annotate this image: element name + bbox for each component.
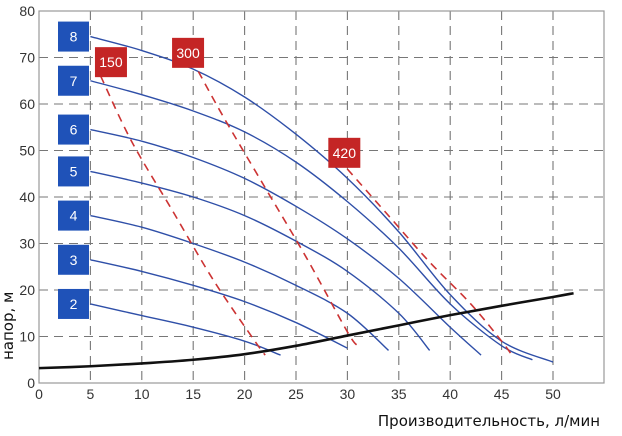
y-tick-label: 30 — [19, 236, 35, 252]
pump-curve-3 — [90, 259, 348, 349]
efficiency-label-420: 420 — [328, 137, 361, 168]
efficiency-label-300: 300 — [172, 37, 205, 68]
x-axis-title: Производительность, л/мин — [378, 412, 600, 430]
x-tick-label: 5 — [87, 386, 95, 402]
x-tick-label: 10 — [134, 386, 150, 402]
series-lines — [38, 35, 574, 370]
x-tick-label: 45 — [494, 386, 510, 402]
stage-label-4: 4 — [58, 200, 89, 231]
stage-label-7: 7 — [58, 65, 89, 96]
efficiency-line-150 — [99, 75, 266, 356]
pump-curve-8 — [90, 35, 554, 363]
x-axis-ticks: 0 5 10 15 20 25 30 35 40 45 50 — [35, 386, 561, 402]
efficiency-label-150: 150 — [94, 47, 127, 78]
y-tick-label: 70 — [19, 50, 35, 66]
plot-frame — [38, 10, 605, 384]
x-tick-label: 35 — [391, 386, 407, 402]
pump-curve-5 — [90, 170, 431, 351]
svg-text:300: 300 — [176, 45, 200, 61]
stage-label-6: 6 — [58, 114, 89, 145]
svg-text:2: 2 — [70, 296, 78, 312]
efficiency-line-420 — [346, 168, 513, 356]
svg-text:4: 4 — [70, 208, 78, 224]
grid — [39, 11, 604, 383]
x-tick-label: 20 — [237, 386, 253, 402]
svg-text:6: 6 — [70, 122, 78, 138]
y-tick-label: 50 — [19, 143, 35, 159]
curve-labels: 8 7 6 5 4 3 2 150 300 420 — [58, 21, 361, 319]
y-tick-label: 20 — [19, 282, 35, 298]
x-tick-label: 40 — [442, 386, 458, 402]
y-tick-label: 0 — [27, 375, 35, 391]
pump-curve-6 — [90, 128, 482, 356]
stage-label-5: 5 — [58, 156, 89, 187]
efficiency-line-300 — [197, 71, 359, 347]
svg-text:8: 8 — [70, 29, 78, 45]
x-tick-label: 0 — [35, 386, 43, 402]
svg-text:5: 5 — [70, 163, 78, 179]
stage-label-2: 2 — [58, 288, 89, 319]
svg-text:3: 3 — [70, 252, 78, 268]
y-tick-label: 10 — [19, 329, 35, 345]
stage-label-3: 3 — [58, 244, 89, 275]
pump-curve-4 — [90, 214, 389, 351]
y-tick-label: 80 — [19, 3, 35, 19]
system-curve — [38, 291, 574, 370]
svg-text:150: 150 — [99, 54, 123, 70]
x-tick-label: 30 — [340, 386, 356, 402]
svg-text:7: 7 — [70, 73, 78, 89]
svg-text:420: 420 — [333, 145, 357, 161]
x-tick-label: 25 — [288, 386, 304, 402]
y-tick-label: 40 — [19, 189, 35, 205]
stage-label-8: 8 — [58, 21, 89, 52]
x-tick-label: 50 — [545, 386, 561, 402]
y-axis-title: напор, м — [0, 292, 17, 360]
pump-curve-7 — [90, 80, 533, 361]
x-tick-label: 15 — [185, 386, 201, 402]
y-tick-label: 60 — [19, 96, 35, 112]
pump-curve-2 — [90, 303, 281, 356]
y-axis-ticks: 0 10 20 30 40 50 60 70 80 — [19, 3, 35, 391]
